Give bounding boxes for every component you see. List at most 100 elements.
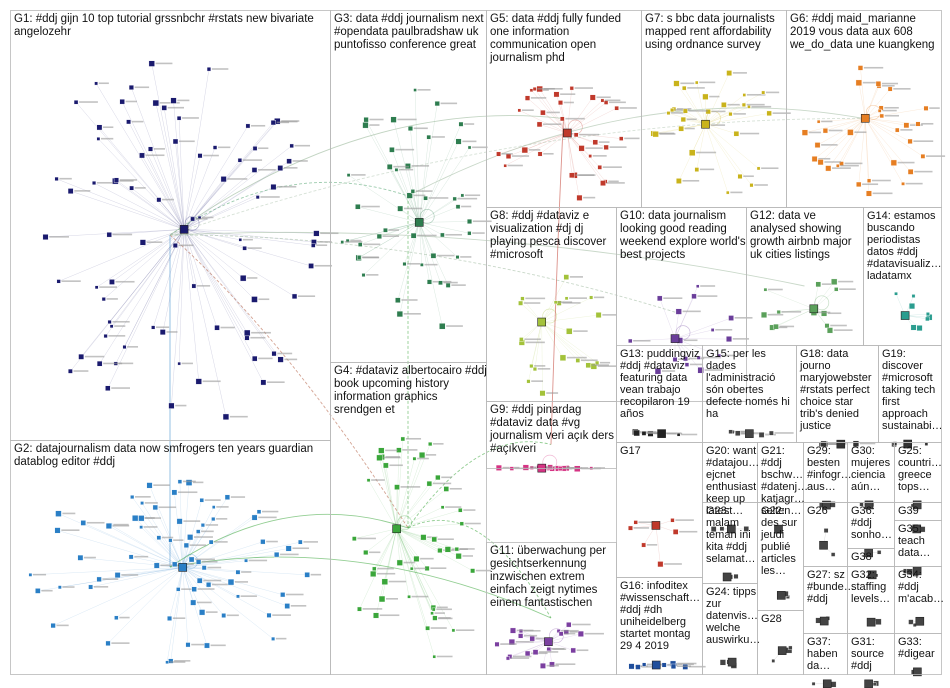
- edge: [58, 229, 185, 282]
- node-label-mark: [500, 643, 517, 645]
- node-label-mark: [569, 297, 587, 299]
- node: [676, 178, 682, 184]
- node-label-mark: [362, 608, 383, 610]
- node-label-mark: [106, 298, 118, 300]
- edge: [96, 229, 185, 288]
- node: [420, 263, 424, 267]
- node: [383, 462, 389, 469]
- node-label-mark: [781, 311, 802, 313]
- node: [657, 295, 663, 302]
- node-label-mark: [366, 274, 379, 276]
- node: [128, 554, 134, 560]
- node: [251, 296, 258, 303]
- edge: [865, 118, 911, 142]
- edge: [183, 196, 258, 230]
- node-label-mark: [248, 559, 268, 562]
- node: [820, 440, 827, 448]
- node-label-mark: [363, 243, 381, 246]
- edge: [396, 438, 404, 529]
- group-borders-layer: [10, 10, 942, 675]
- node: [816, 119, 821, 124]
- group-label-g12: G12: data ve analysed showing growth airbn…: [750, 210, 852, 261]
- node: [372, 566, 377, 571]
- node-label-mark: [854, 131, 867, 134]
- node-label-mark: [79, 101, 98, 103]
- node-label-mark: [732, 338, 750, 340]
- node-label-mark: [462, 555, 474, 557]
- edge: [825, 118, 866, 131]
- hub-node: [809, 304, 819, 314]
- node: [168, 538, 173, 543]
- node: [657, 561, 664, 568]
- node-label-mark: [664, 563, 682, 565]
- node-label-mark: [160, 564, 179, 567]
- node: [410, 232, 417, 239]
- inter-group-edge: [169, 513, 409, 568]
- node-label-mark: [393, 165, 409, 168]
- node: [788, 645, 793, 650]
- edge: [391, 149, 420, 223]
- node-label-mark: [464, 522, 481, 525]
- node: [529, 88, 534, 93]
- group-label-g10: G10: data journalism looking good reading…: [619, 210, 746, 261]
- node-label-mark: [61, 280, 81, 282]
- node-label-mark: [320, 232, 339, 235]
- edge: [182, 518, 214, 568]
- node-label-mark: [178, 140, 195, 143]
- node: [641, 431, 647, 436]
- node-label-mark: [205, 524, 219, 526]
- node-label-mark: [732, 72, 747, 74]
- edge: [419, 206, 459, 223]
- node-label-mark: [344, 241, 363, 243]
- node: [413, 88, 417, 92]
- edge: [173, 100, 185, 230]
- node: [569, 86, 574, 91]
- node: [35, 588, 41, 594]
- node: [682, 85, 687, 91]
- node: [666, 111, 671, 116]
- node-label-mark: [593, 296, 605, 299]
- node: [361, 273, 366, 277]
- node: [195, 378, 202, 385]
- node: [428, 441, 433, 447]
- edge: [183, 229, 244, 279]
- edge: [541, 321, 570, 332]
- node: [357, 255, 362, 260]
- node-label-mark: [900, 129, 913, 131]
- edge: [182, 541, 301, 568]
- node-label-mark: [369, 124, 380, 126]
- node-label-mark: [59, 177, 72, 180]
- node: [185, 642, 191, 648]
- node: [537, 151, 543, 157]
- node: [251, 355, 258, 362]
- group-label-g4: G4: #dataviz albertocairo #ddj book upcom…: [334, 365, 487, 416]
- node-label-mark: [183, 520, 201, 522]
- edge: [841, 118, 866, 164]
- node-label-mark: [49, 236, 70, 238]
- edge: [396, 528, 428, 629]
- node: [563, 629, 569, 635]
- node-label-mark: [531, 652, 548, 655]
- edge: [527, 97, 568, 134]
- node: [425, 625, 430, 631]
- edge: [393, 119, 420, 223]
- edge: [534, 321, 542, 370]
- node-label-mark: [217, 146, 231, 149]
- node-label-mark: [425, 454, 437, 456]
- node-label-mark: [921, 122, 934, 125]
- node-label-mark: [127, 346, 139, 348]
- node: [211, 505, 216, 509]
- node: [510, 627, 516, 634]
- edge: [828, 118, 866, 169]
- node-label-mark: [563, 101, 574, 104]
- group-label-g20: G20: want #datajou… ejcnet enthusiast keep u…: [706, 445, 759, 517]
- node-label-mark: [451, 284, 466, 286]
- edge: [184, 229, 314, 246]
- node-label-mark: [472, 220, 492, 223]
- edge: [30, 567, 183, 576]
- node-label-mark: [743, 175, 754, 178]
- node-label-mark: [403, 207, 423, 210]
- edge: [357, 206, 420, 223]
- node: [103, 334, 108, 339]
- hub-node: [774, 524, 783, 534]
